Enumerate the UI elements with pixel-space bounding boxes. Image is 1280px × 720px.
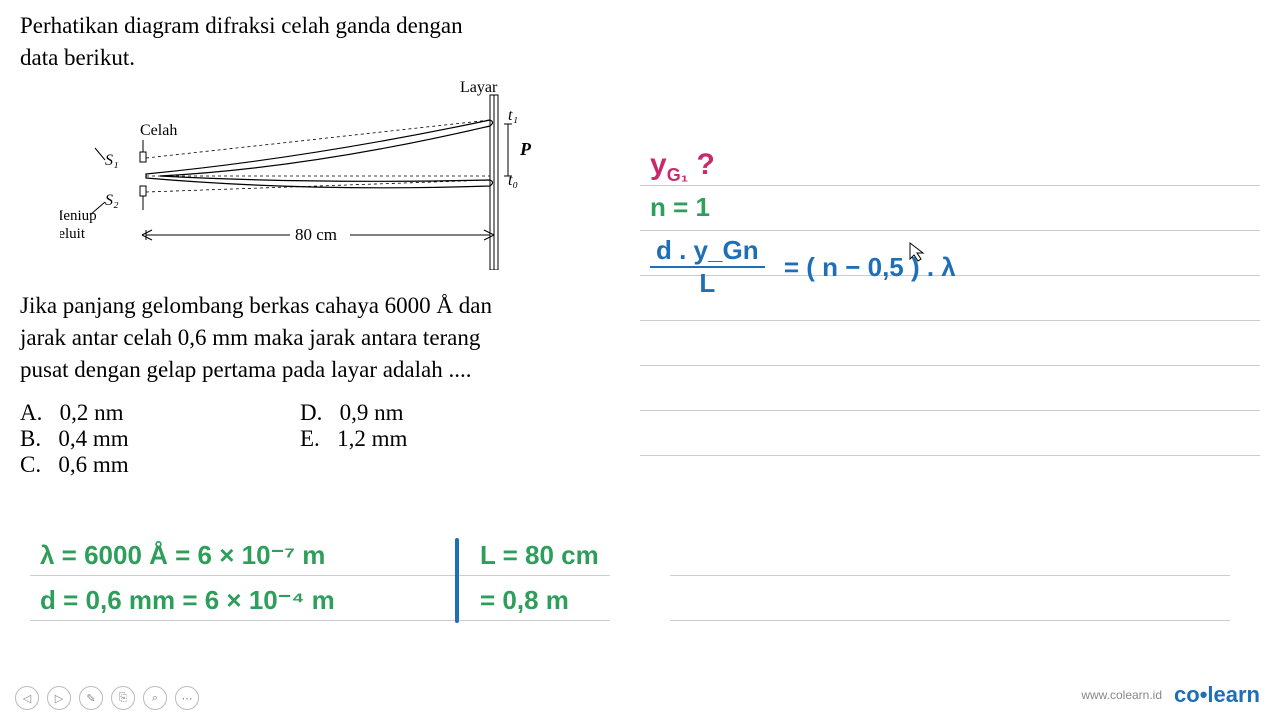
footer: www.colearn.id co•learn [1081,682,1260,708]
label-t1: t₁ [508,107,518,124]
L-val: L = 80 cm [480,540,599,571]
frac-bot: L [650,268,765,299]
hw-n1: n = 1 [650,192,710,223]
label-celah: Celah [140,122,177,139]
footer-logo: co•learn [1174,682,1260,708]
label-p: P [519,139,532,159]
option-a-text: 0,2 nm [60,400,124,425]
divider [455,538,459,623]
hw-formula: d . y_Gn L = ( n − 0,5 ) . λ [650,235,956,299]
question-intro: Perhatikan diagram difraksi celah ganda … [20,10,610,74]
zoom-button[interactable]: ⌕ [143,686,167,710]
hw-unknown: yG₁ ? [650,148,715,186]
edit-button[interactable]: ✎ [79,686,103,710]
footer-url: www.colearn.id [1081,688,1162,702]
handwritten-working: yG₁ ? n = 1 d . y_Gn L = ( n − 0,5 ) . λ [640,130,1260,510]
prev-button[interactable]: ◁ [15,686,39,710]
more-button[interactable]: ⋯ [175,686,199,710]
label-distance: 80 cm [295,225,337,244]
body-line3: pusat dengan gelap pertama pada layar ad… [20,354,610,386]
body-line2: jarak antar celah 0,6 mm maka jarak anta… [20,322,610,354]
question-line1: Perhatikan diagram difraksi celah ganda … [20,10,610,42]
logo-part-b: learn [1207,682,1260,707]
toolbar: ◁ ▷ ✎ ⎘ ⌕ ⋯ [15,686,199,710]
L-val2: = 0,8 m [480,585,569,616]
label-layar: Layar [460,80,498,96]
option-c-text: 0,6 mm [58,452,128,477]
d-val: d = 0,6 mm = 6 × 10⁻⁴ m [40,585,335,616]
label-peluit: Peluit [60,226,86,242]
label-t0: t₀ [508,172,518,189]
label-meniup: Meniup [60,208,97,224]
body-line1: Jika panjang gelombang berkas cahaya 600… [20,290,610,322]
option-e: E. 1,2 mm [300,426,580,452]
option-b-text: 0,4 mm [58,426,128,451]
option-b: B. 0,4 mm [20,426,300,452]
option-c: C. 0,6 mm [20,452,300,478]
option-d-text: 0,9 nm [340,400,404,425]
label-s2: S₂ [105,192,119,209]
copy-button[interactable]: ⎘ [111,686,135,710]
option-a: A. 0,2 nm [20,400,300,426]
logo-part-a: co [1174,682,1200,707]
diffraction-diagram: Layar Celah S₁ S₂ Meniup Peluit t₁ P t₀ [60,80,580,270]
option-d: D. 0,9 nm [300,400,580,426]
option-e-text: 1,2 mm [337,426,407,451]
question-line2: data berikut. [20,42,610,74]
formula-rhs: = ( n − 0,5 ) . λ [784,252,956,282]
question-body: Jika panjang gelombang berkas cahaya 600… [20,290,610,387]
next-button[interactable]: ▷ [47,686,71,710]
cursor-icon [908,241,926,263]
label-s1: S₁ [105,152,119,169]
given-data: λ = 6000 Å = 6 × 10⁻⁷ m d = 0,6 mm = 6 ×… [30,530,1230,650]
lambda-val: λ = 6000 Å = 6 × 10⁻⁷ m [40,540,325,571]
answer-options: A. 0,2 nm D. 0,9 nm B. 0,4 mm E. 1,2 mm … [20,400,610,478]
frac-top: d . y_Gn [650,235,765,268]
diagram-svg: Layar Celah S₁ S₂ Meniup Peluit t₁ P t₀ [60,80,580,270]
